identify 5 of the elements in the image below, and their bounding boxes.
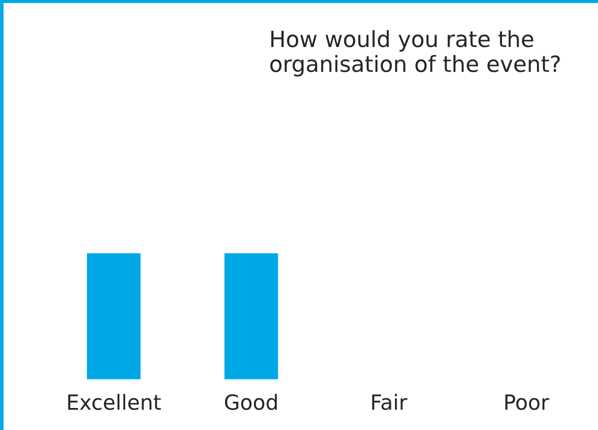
x-tick-label: Good: [224, 394, 277, 410]
x-tick-label: Excellent: [68, 394, 161, 410]
chart-title: How would you rate the organisation of the event?: [270, 30, 560, 76]
x-tick-label: Fair: [372, 394, 408, 410]
x-tick-label: Poor: [505, 394, 550, 410]
